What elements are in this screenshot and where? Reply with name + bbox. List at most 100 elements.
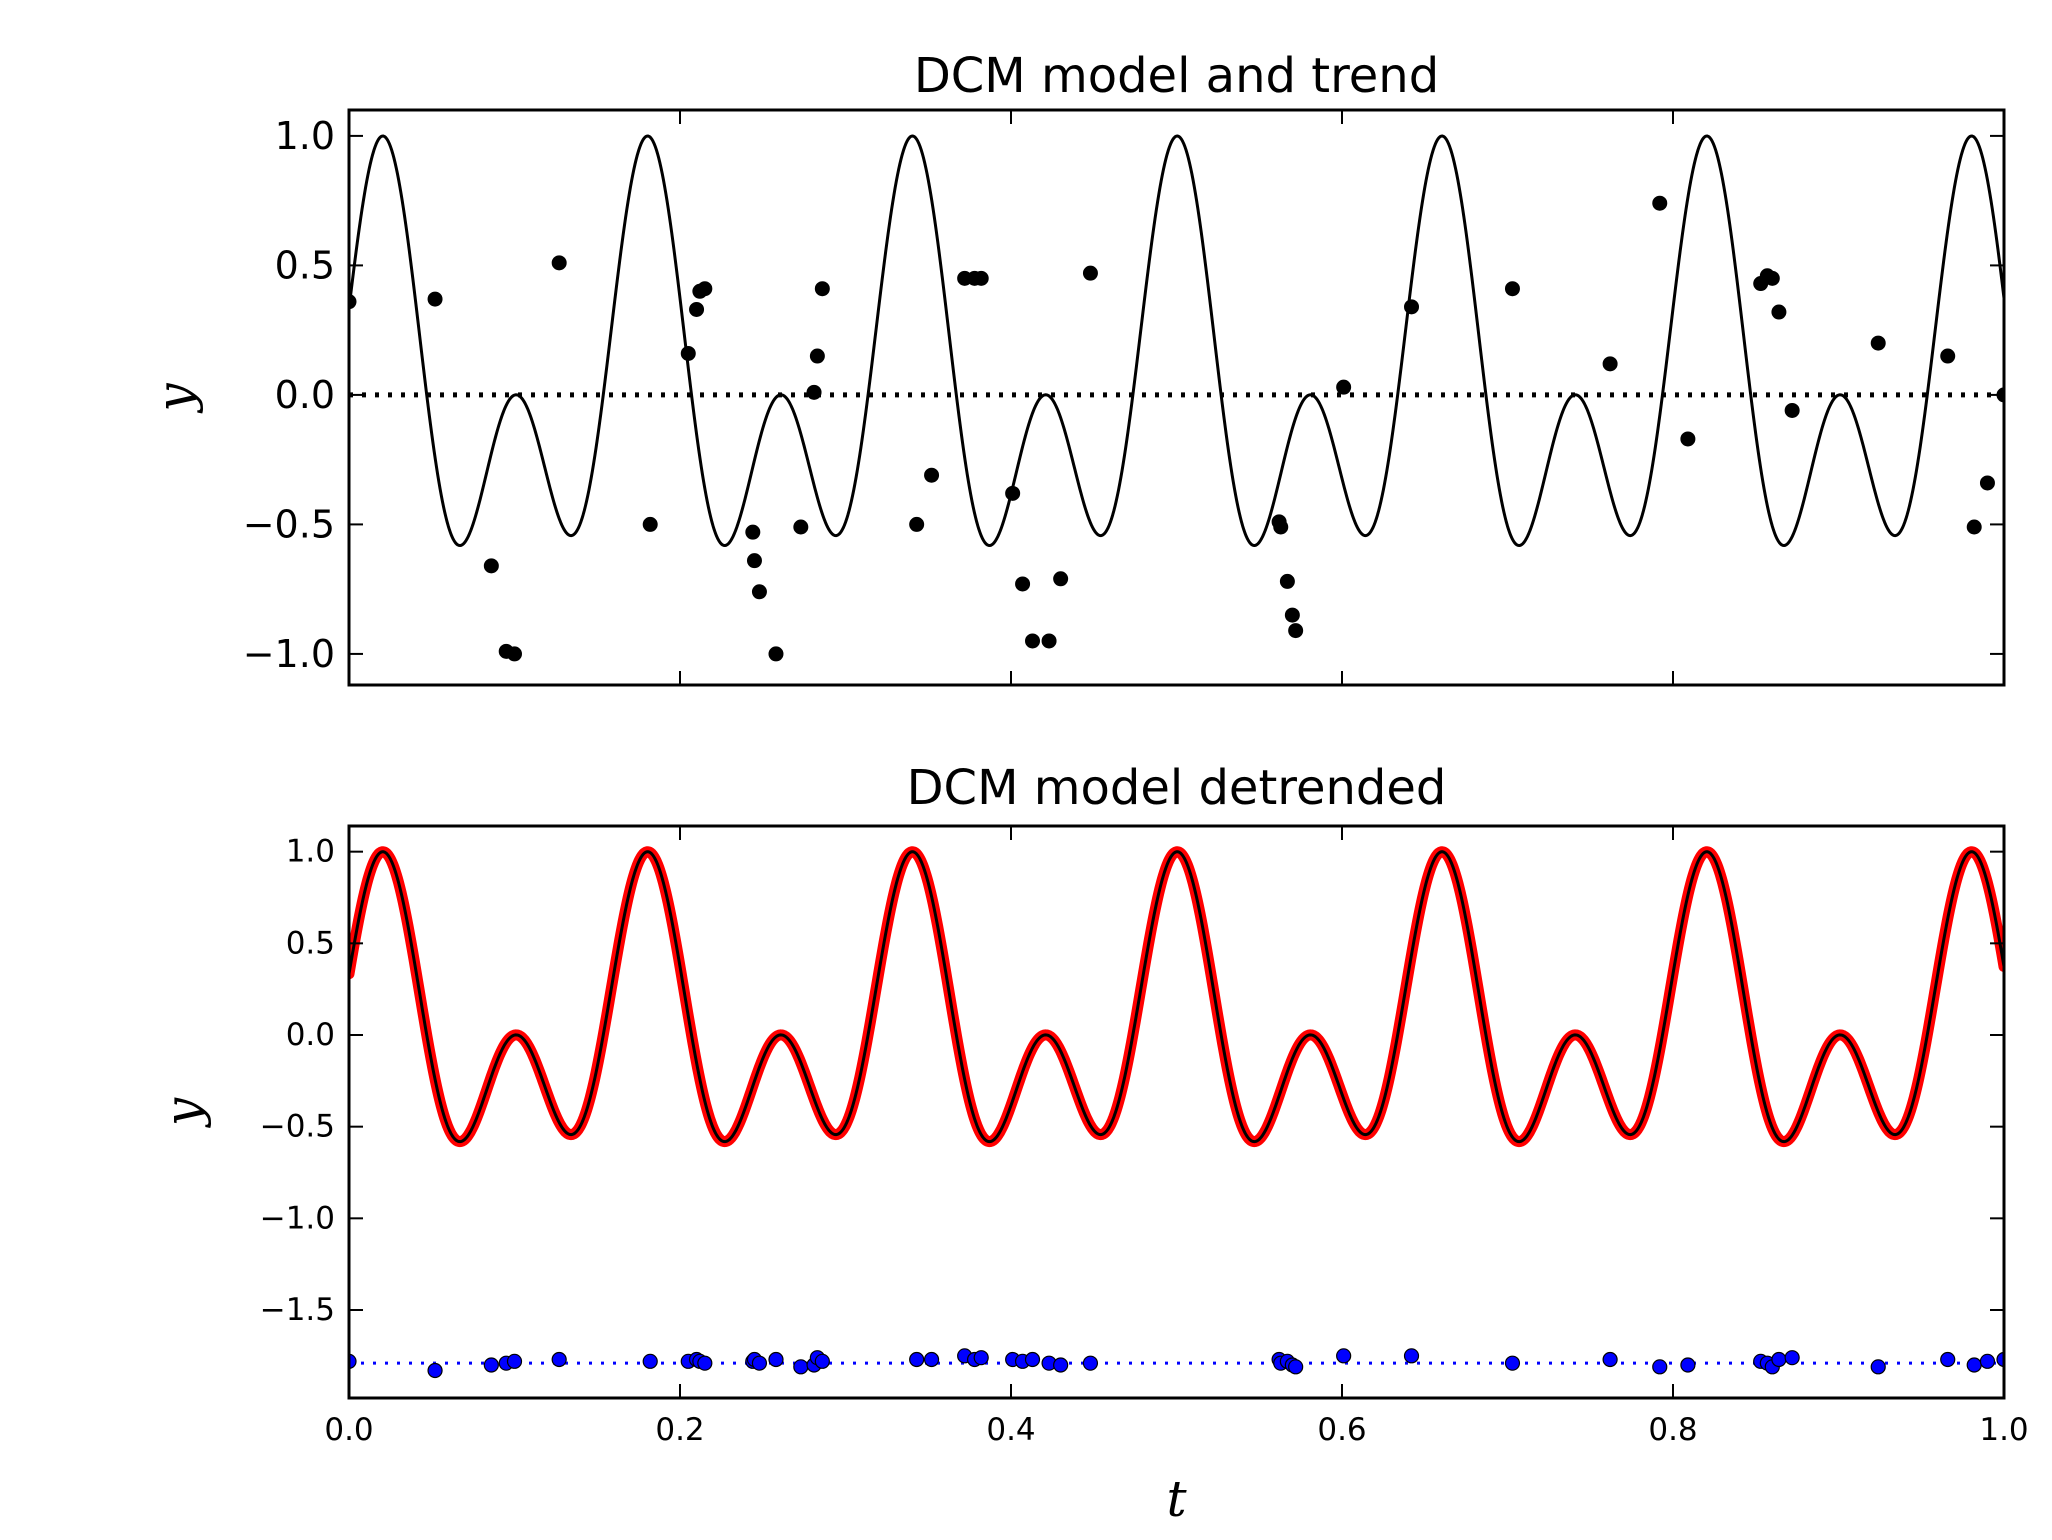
plot-area [349, 134, 2004, 548]
observation-point [349, 294, 357, 310]
observation-point [697, 281, 713, 297]
residual-point [973, 1350, 989, 1366]
observation-point [1015, 576, 1031, 592]
axes-frame [347, 824, 2006, 1400]
residual-point [1771, 1351, 1787, 1368]
observation-point [768, 646, 784, 662]
residual-point [506, 1353, 523, 1369]
residual-point [551, 1351, 567, 1368]
residual-point [349, 1353, 357, 1369]
observation-point [1764, 270, 1780, 286]
x-tick-label: 1.0 [1979, 1412, 2028, 1448]
residual-point [909, 1351, 925, 1368]
y-axis-label: y [154, 1097, 212, 1128]
observation-point [924, 467, 940, 483]
panel-model-and-trend: DCM model and trend 1.0 0.5 0.0 −0.5 −1.0 y [146, 48, 2006, 687]
residual-point [1053, 1357, 1069, 1373]
chart-title: DCM model detrended [907, 760, 1447, 816]
observation-point [689, 301, 705, 317]
y-tick-label: −1.5 [260, 1292, 335, 1328]
observation-point [1680, 431, 1696, 447]
residual-point [1996, 1351, 2004, 1368]
residual-point [1602, 1351, 1618, 1368]
residual-point [1680, 1357, 1696, 1373]
axes-frame [347, 108, 2006, 687]
residual-point [768, 1351, 784, 1368]
x-tick-label: 0.0 [324, 1412, 373, 1448]
model-line [349, 134, 2004, 548]
observation-point [551, 255, 567, 271]
observation-point [814, 281, 830, 297]
observation-point [1940, 348, 1956, 364]
residual-point [793, 1359, 809, 1375]
x-tick-label: 0.4 [986, 1412, 1035, 1448]
observation-point [806, 384, 822, 400]
observation-point [1602, 356, 1618, 372]
residual-point [1024, 1351, 1041, 1368]
residual-point [1403, 1348, 1420, 1364]
residual-point [814, 1353, 830, 1369]
observation-point [1041, 633, 1057, 649]
residual-point [1652, 1359, 1668, 1375]
y-tick-label: 1.0 [286, 834, 335, 870]
x-tick-label: 0.8 [1648, 1412, 1697, 1448]
observation-point [1288, 623, 1304, 639]
observation-point [507, 646, 522, 662]
markers [349, 195, 2004, 662]
panel-model-detrended: DCM model detrended 1.0 0.5 0.0 −0.5 −1.0 −1.5… [154, 760, 2029, 1528]
observation-point [1979, 475, 1995, 491]
residual-point [1940, 1351, 1956, 1368]
y-tick-label: 0.5 [275, 243, 335, 287]
y-tick-label: −0.5 [260, 1109, 335, 1145]
observation-point [1082, 265, 1098, 281]
plot-area [349, 846, 2004, 1365]
observation-point [746, 553, 762, 569]
observation-point [809, 348, 825, 364]
markers [349, 1348, 2004, 1379]
y-tick-label: 0.0 [286, 1017, 335, 1053]
observation-point [1870, 335, 1886, 351]
residual-point [751, 1355, 768, 1371]
residual-point [427, 1362, 443, 1379]
y-tick-label: −1.0 [243, 632, 335, 676]
observation-point [973, 270, 989, 286]
observation-point [1966, 519, 1982, 535]
residual-point [1784, 1350, 1800, 1366]
x-tick-label: 0.6 [1317, 1412, 1366, 1448]
observation-point [642, 516, 658, 532]
observation-point [1771, 304, 1787, 320]
residual-point [923, 1351, 940, 1368]
observation-point [745, 524, 761, 540]
observation-point [1005, 485, 1021, 501]
y-tick-label: 0.0 [275, 373, 335, 417]
residual-point [1966, 1357, 1982, 1373]
y-tick-label: 1.0 [275, 114, 335, 158]
residual-point [1504, 1355, 1521, 1371]
residual-point [483, 1357, 499, 1373]
observation-point [427, 291, 443, 307]
observation-point [1652, 195, 1668, 211]
observation-point [751, 584, 767, 600]
observation-point [1053, 571, 1069, 587]
observation-point [1404, 299, 1420, 315]
residual-point [1870, 1359, 1886, 1375]
observation-point [909, 516, 925, 532]
residual-point [1336, 1348, 1352, 1364]
observation-point [793, 519, 809, 535]
residual-point [697, 1355, 713, 1371]
observation-point [1504, 281, 1520, 297]
residual-point [1288, 1359, 1304, 1375]
observation-point [1336, 379, 1352, 395]
model-line [349, 850, 2004, 1144]
residual-point [1082, 1355, 1099, 1371]
observation-point [1284, 607, 1300, 623]
x-tick-label: 0.2 [655, 1412, 704, 1448]
y-tick-label: 0.5 [286, 925, 335, 961]
chart-title: DCM model and trend [914, 48, 1439, 104]
y-tick-label: −1.0 [260, 1200, 335, 1236]
observation-point [1784, 402, 1800, 418]
residual-point [642, 1353, 658, 1369]
y-axis-label: y [146, 383, 204, 414]
